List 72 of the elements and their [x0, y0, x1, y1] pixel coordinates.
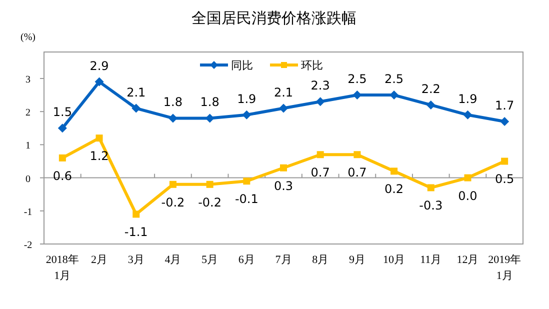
point: [96, 134, 103, 142]
point: [316, 97, 325, 106]
data-label: 2.2: [421, 82, 440, 96]
legend-label: 同比: [231, 59, 253, 72]
point: [464, 174, 472, 182]
point: [58, 154, 66, 162]
data-label: -0.1: [234, 192, 258, 206]
point: [427, 184, 434, 192]
x-tick-label: 6月: [238, 254, 255, 266]
data-label: -0.2: [161, 195, 185, 210]
x-tick-label: 9月: [348, 254, 366, 266]
point: [169, 180, 176, 188]
x-tick-label: 8月: [312, 254, 329, 266]
data-label: 1.8: [200, 95, 220, 110]
point: [94, 77, 104, 86]
point: [242, 110, 252, 120]
data-label: -1.1: [124, 225, 148, 240]
point: [279, 104, 288, 113]
x-tick-label: 2018年 1月: [46, 254, 79, 282]
point: [501, 158, 508, 165]
point: [500, 117, 510, 126]
y-tick-label: 2: [26, 108, 30, 119]
data-label: -0.2: [198, 195, 222, 210]
data-label: 1.2: [90, 149, 109, 164]
point: [243, 178, 250, 185]
x-tick-label: 4月: [164, 254, 182, 266]
data-label: 0.2: [384, 182, 404, 196]
point: [316, 151, 324, 158]
point: [206, 180, 214, 188]
data-label: 0.3: [274, 178, 294, 193]
y-tick-label: -1: [24, 206, 32, 218]
data-label: -0.3: [419, 198, 443, 213]
data-label: 0.6: [52, 168, 72, 183]
x-tick-label: 10月: [383, 254, 406, 266]
data-label: 1.7: [495, 98, 514, 113]
point: [168, 114, 178, 123]
point: [132, 104, 141, 113]
x-tick-label: 2月: [91, 254, 108, 266]
data-label: 0.7: [348, 166, 367, 180]
data-label: 2.9: [90, 58, 109, 73]
y-tick-label: -2: [24, 240, 32, 251]
point: [426, 100, 436, 110]
legend-label: 环比: [301, 59, 323, 72]
y-tick-label: 1: [26, 140, 30, 152]
data-label: 2.1: [126, 85, 146, 100]
data-label: 0.0: [458, 188, 478, 203]
x-tick-label: 12月: [456, 254, 479, 266]
data-label: 2.3: [310, 78, 330, 93]
point: [58, 124, 67, 133]
data-label: 1.8: [163, 95, 183, 110]
x-tick-label: 11月: [420, 254, 442, 266]
data-label: 2.1: [274, 85, 294, 100]
data-label: 1.9: [458, 92, 478, 106]
y-axis-title: (%): [20, 32, 36, 43]
point: [132, 210, 140, 218]
x-tick-label: 2019年 1月: [488, 254, 522, 282]
y-tick-label: 0: [26, 174, 30, 185]
data-label: 1.5: [52, 105, 72, 120]
x-tick-label: 7月: [275, 254, 292, 266]
point: [463, 110, 472, 120]
x-tick-label: 5月: [202, 254, 218, 266]
x-tick-label: 3月: [128, 254, 144, 266]
y-tick-label: 3: [26, 74, 30, 86]
data-label: 1.9: [237, 92, 256, 106]
data-label: 0.5: [495, 172, 514, 186]
data-label: 0.7: [310, 166, 330, 180]
point: [354, 151, 361, 158]
data-label: 2.5: [384, 72, 404, 86]
point: [390, 168, 398, 175]
chart-title: 全国居民消费价格涨跌幅: [192, 9, 356, 27]
data-label: 2.5: [348, 72, 367, 86]
point: [280, 164, 287, 172]
